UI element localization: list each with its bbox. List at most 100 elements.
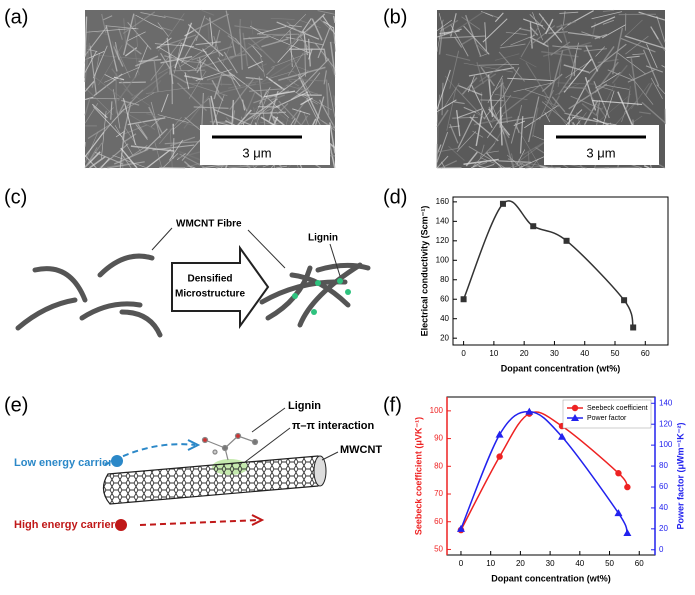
- bond: [205, 440, 225, 448]
- arrow-text: Microstructure: [175, 289, 245, 300]
- point: [623, 529, 631, 536]
- atom: [213, 450, 217, 454]
- point: [500, 201, 506, 207]
- leader: [252, 408, 285, 432]
- y-tick-label: 120: [436, 236, 450, 245]
- series-line: [464, 201, 634, 328]
- lignin-molecule: [203, 434, 258, 461]
- callout: MWCNT: [340, 444, 382, 456]
- x-tick-label: 40: [575, 559, 584, 568]
- atom: [203, 438, 208, 443]
- x-tick-label: 0: [459, 559, 464, 568]
- point: [530, 223, 536, 229]
- x-tick-label: 50: [605, 559, 614, 568]
- x-tick-label: 50: [611, 349, 620, 358]
- callout: WMCNT Fibre: [176, 219, 242, 230]
- panel-label: (f): [383, 394, 402, 416]
- lignin-dot: [315, 280, 321, 286]
- fibre-strand: [259, 34, 298, 35]
- leader: [152, 228, 172, 250]
- callout: Lignin: [308, 233, 338, 244]
- y-axis-label: Electrical conductivity (Scm⁻¹): [419, 206, 429, 337]
- panel-label: (a): [4, 6, 28, 28]
- y-tick-label: 60: [434, 517, 443, 526]
- x-tick-label: 40: [580, 349, 589, 358]
- atom: [236, 434, 241, 439]
- carrier-label: Low energy carrier: [14, 457, 113, 469]
- scale-bar-label: 3 μm: [242, 145, 271, 160]
- carrier-label: High energy carrier: [14, 519, 116, 531]
- y-tick-label: 50: [434, 545, 443, 554]
- y2-axis-label: Power factor (μWm⁻¹K⁻²): [675, 422, 685, 529]
- x-tick-label: 10: [486, 559, 495, 568]
- fibre: [100, 256, 152, 275]
- lignin-dot: [345, 289, 351, 295]
- point: [496, 431, 504, 438]
- panel-label: (b): [383, 6, 407, 28]
- y2-tick-label: 80: [659, 461, 668, 470]
- y2-tick-label: 20: [659, 524, 668, 533]
- y2-tick-label: 0: [659, 545, 664, 554]
- y-tick-label: 20: [440, 333, 449, 342]
- y-tick-label: 60: [440, 294, 449, 303]
- panel-label: (c): [4, 186, 27, 208]
- callout: π–π interaction: [292, 420, 375, 432]
- fibre: [122, 312, 160, 335]
- fibre: [18, 300, 75, 328]
- point: [564, 238, 570, 244]
- atom: [253, 440, 258, 445]
- y-axis-label: Seebeck coefficient (μVK⁻¹): [413, 417, 423, 535]
- plot-frame: [453, 197, 668, 345]
- x-tick-label: 10: [489, 349, 498, 358]
- leader: [322, 452, 338, 460]
- x-axis-label: Dopant concentration (wt%): [491, 573, 611, 583]
- nanotube-end: [314, 456, 326, 486]
- leader: [245, 428, 290, 462]
- x-tick-label: 30: [550, 349, 559, 358]
- carrier: [111, 455, 123, 467]
- fibre: [35, 269, 85, 300]
- point: [615, 470, 621, 476]
- y-tick-label: 160: [436, 197, 450, 206]
- scale-bar-label: 3 μm: [586, 145, 615, 160]
- y2-tick-label: 140: [659, 398, 673, 407]
- legend-label: Seebeck coefficient: [587, 405, 648, 412]
- fibre: [318, 265, 368, 270]
- x-axis-label: Dopant concentration (wt%): [501, 363, 621, 373]
- fibre-strand: [480, 100, 503, 101]
- nanotube: [103, 456, 324, 504]
- panel-label: (e): [4, 394, 28, 416]
- point: [624, 484, 630, 490]
- y-tick-label: 40: [440, 314, 449, 323]
- y-tick-label: 70: [434, 489, 443, 498]
- series-line: [461, 412, 627, 530]
- lignin-dot: [292, 293, 298, 299]
- y-tick-label: 100: [430, 406, 444, 415]
- y-tick-label: 100: [436, 255, 450, 264]
- x-tick-label: 0: [461, 349, 466, 358]
- fibre-strand: [159, 167, 185, 168]
- x-tick-label: 20: [520, 349, 529, 358]
- y-tick-label: 90: [434, 434, 443, 443]
- point: [461, 296, 467, 302]
- x-tick-label: 20: [516, 559, 525, 568]
- fibre-strand: [240, 19, 241, 34]
- x-tick-label: 60: [641, 349, 650, 358]
- carrier-path: [140, 520, 260, 525]
- x-tick-label: 60: [635, 559, 644, 568]
- callout: Lignin: [288, 400, 321, 412]
- point: [630, 324, 636, 330]
- panel-label: (d): [383, 186, 407, 208]
- legend-marker: [572, 405, 578, 411]
- fibre-strand: [170, 54, 171, 74]
- point: [496, 453, 502, 459]
- leader: [330, 244, 340, 276]
- atom: [223, 446, 228, 451]
- y-tick-label: 80: [440, 275, 449, 284]
- point: [621, 297, 627, 303]
- legend-label: Power factor: [587, 415, 627, 422]
- y2-tick-label: 40: [659, 503, 668, 512]
- y2-tick-label: 100: [659, 440, 673, 449]
- leader: [248, 230, 285, 268]
